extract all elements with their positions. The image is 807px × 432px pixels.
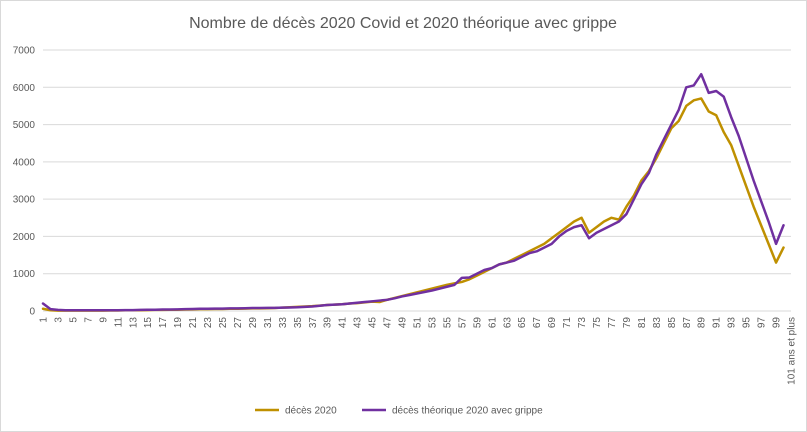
x-tick-label: 73 xyxy=(577,317,588,329)
x-tick-label: 35 xyxy=(293,317,304,329)
x-tick-label: 5 xyxy=(68,317,79,323)
x-tick-label: 57 xyxy=(457,317,468,329)
y-tick-label: 0 xyxy=(29,307,35,318)
x-tick-label: 93 xyxy=(727,317,738,329)
x-tick-label: 101 ans et plus xyxy=(787,317,798,385)
x-tick-label: 15 xyxy=(143,317,154,329)
y-tick-label: 3000 xyxy=(13,195,36,206)
x-tick-label: 53 xyxy=(427,317,438,329)
y-tick-label: 2000 xyxy=(13,232,36,243)
x-tick-label: 33 xyxy=(278,317,289,329)
x-tick-label: 1 xyxy=(39,317,50,323)
x-tick-label: 43 xyxy=(353,317,364,329)
x-tick-label: 65 xyxy=(517,317,528,329)
x-tick-label: 75 xyxy=(592,317,603,329)
y-tick-label: 4000 xyxy=(13,157,36,168)
x-tick-label: 49 xyxy=(398,317,409,329)
x-tick-label: 67 xyxy=(532,317,543,329)
y-tick-label: 1000 xyxy=(13,269,36,280)
x-tick-label: 91 xyxy=(712,317,723,329)
gridlines xyxy=(43,49,791,312)
x-tick-label: 37 xyxy=(308,317,319,329)
x-tick-label: 21 xyxy=(188,317,199,329)
x-tick-label: 39 xyxy=(323,317,334,329)
x-tick-label: 27 xyxy=(233,317,244,329)
x-tick-label: 13 xyxy=(128,317,139,329)
x-tick-label: 9 xyxy=(98,317,109,323)
series-line-2 xyxy=(41,72,785,312)
x-tick-label: 59 xyxy=(472,317,483,329)
x-tick-label: 69 xyxy=(547,317,558,329)
x-tick-label: 97 xyxy=(757,317,768,329)
legend-label-1: décès 2020 xyxy=(285,406,337,417)
x-tick-label: 3 xyxy=(53,317,64,323)
legend-label-2: décès théorique 2020 avec grippe xyxy=(392,406,543,417)
x-tick-label: 99 xyxy=(772,317,783,329)
x-tick-label: 79 xyxy=(622,317,633,329)
x-axis-tick-labels: 1 3 5 7 9 11 13 15 17 19 21 23 25 27 29 31 33 35 37 39 41 43 4… xyxy=(39,317,798,385)
y-tick-label: 7000 xyxy=(13,46,36,57)
x-tick-label: 19 xyxy=(173,317,184,329)
x-tick-label: 7 xyxy=(83,317,94,323)
x-tick-label: 25 xyxy=(218,317,229,329)
x-tick-label: 83 xyxy=(652,317,663,329)
x-tick-label: 23 xyxy=(203,317,214,329)
x-tick-label: 63 xyxy=(502,317,513,329)
x-tick-label: 77 xyxy=(607,317,618,329)
x-tick-label: 47 xyxy=(383,317,394,329)
x-tick-label: 81 xyxy=(637,317,648,329)
y-tick-label: 6000 xyxy=(13,83,36,94)
x-tick-label: 55 xyxy=(442,317,453,329)
legend: décès 2020 décès théorique 2020 avec grip… xyxy=(255,406,543,417)
x-tick-label: 71 xyxy=(562,317,573,329)
y-tick-label: 5000 xyxy=(13,120,36,131)
x-tick-label: 11 xyxy=(113,317,124,328)
x-tick-label: 89 xyxy=(697,317,708,329)
x-tick-label: 17 xyxy=(158,317,169,329)
chart-title: Nombre de décès 2020 Covid et 2020 théor… xyxy=(189,15,617,32)
x-tick-label: 85 xyxy=(667,317,678,329)
x-tick-label: 51 xyxy=(413,317,424,329)
x-tick-label: 31 xyxy=(263,317,274,329)
x-tick-label: 95 xyxy=(742,317,753,329)
x-tick-label: 87 xyxy=(682,317,693,329)
x-tick-label: 61 xyxy=(487,317,498,329)
y-axis-tick-labels: 0 1000 2000 3000 4000 5000 6000 7000 xyxy=(13,46,36,318)
series-lines xyxy=(41,72,785,312)
x-tick-label: 45 xyxy=(368,317,379,329)
x-tick-label: 41 xyxy=(338,317,349,329)
x-tick-label: 29 xyxy=(248,317,259,329)
